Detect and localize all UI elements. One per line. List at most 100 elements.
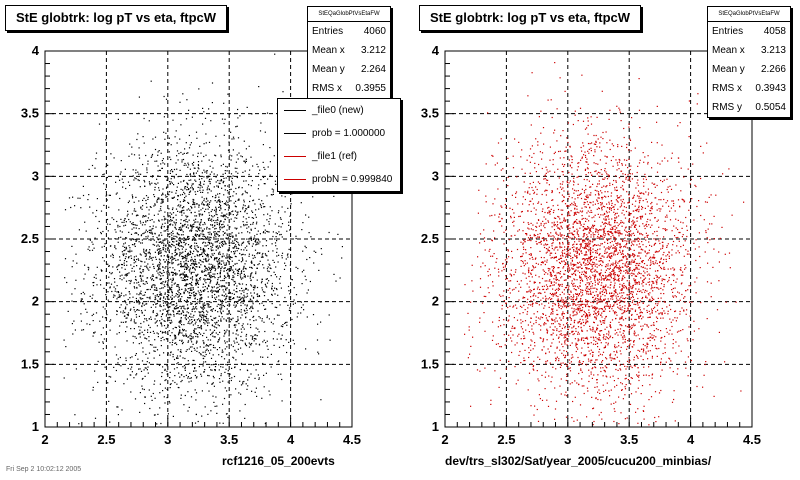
scatter-point <box>223 215 225 217</box>
scatter-point <box>107 230 109 232</box>
scatter-point <box>182 189 184 191</box>
scatter-point <box>629 273 631 275</box>
scatter-point <box>201 231 203 233</box>
scatter-point <box>169 402 171 404</box>
scatter-point <box>182 256 184 258</box>
scatter-point <box>629 169 631 171</box>
y-tick-label: 2.5 <box>21 231 39 246</box>
scatter-point <box>612 145 615 147</box>
scatter-point <box>149 253 151 255</box>
scatter-point <box>234 263 236 265</box>
scatter-point <box>622 240 624 242</box>
scatter-point <box>174 257 176 260</box>
scatter-point <box>114 245 116 247</box>
scatter-point <box>240 317 242 319</box>
scatter-point <box>616 189 618 192</box>
scatter-point <box>136 301 138 304</box>
scatter-point <box>212 226 214 228</box>
scatter-points <box>464 62 745 426</box>
scatter-point <box>218 222 221 224</box>
scatter-point <box>513 288 515 290</box>
legend-item-file0: _file0 (new) <box>278 99 400 122</box>
scatter-point <box>135 172 137 174</box>
scatter-point <box>229 226 231 228</box>
scatter-point <box>620 199 622 201</box>
y-tick-label: 4 <box>32 43 40 58</box>
scatter-point <box>264 422 266 425</box>
scatter-point <box>209 181 211 183</box>
scatter-point <box>137 358 139 360</box>
scatter-point <box>187 391 189 393</box>
scatter-point <box>261 278 263 280</box>
scatter-point <box>238 343 240 345</box>
scatter-point <box>251 254 254 256</box>
scatter-point <box>185 318 187 320</box>
scatter-point <box>661 336 663 339</box>
scatter-point <box>167 274 169 276</box>
scatter-point <box>587 293 590 295</box>
scatter-point <box>272 323 274 325</box>
scatter-point <box>301 229 303 231</box>
scatter-point <box>208 214 211 216</box>
scatter-point <box>199 314 201 316</box>
scatter-point <box>168 274 171 276</box>
scatter-point <box>288 221 290 223</box>
scatter-point <box>147 366 149 368</box>
scatter-point <box>208 268 211 270</box>
scatter-point <box>181 255 183 257</box>
scatter-point <box>160 202 162 204</box>
scatter-point <box>139 392 141 394</box>
scatter-point <box>108 375 110 378</box>
scatter-point <box>163 247 165 249</box>
scatter-point <box>196 226 198 228</box>
scatter-point <box>242 253 244 255</box>
scatter-point <box>197 164 199 166</box>
scatter-point <box>292 339 294 341</box>
scatter-point <box>673 398 675 401</box>
scatter-point <box>262 256 264 258</box>
scatter-point <box>214 369 216 371</box>
scatter-point <box>218 224 220 226</box>
scatter-point <box>315 251 317 253</box>
scatter-point <box>95 277 97 279</box>
scatter-point <box>200 315 202 317</box>
scatter-point <box>243 300 245 302</box>
scatter-point <box>183 241 185 243</box>
left-plot-title: StE globtrk: log pT vs eta, ftpcW <box>5 5 228 31</box>
scatter-point <box>218 252 220 254</box>
scatter-point <box>631 243 633 245</box>
scatter-point <box>152 392 154 395</box>
scatter-point <box>160 250 162 252</box>
scatter-point <box>197 282 199 284</box>
scatter-point <box>627 179 629 181</box>
scatter-point <box>202 255 204 257</box>
scatter-point <box>207 345 210 347</box>
scatter-point <box>170 322 172 324</box>
scatter-point <box>235 305 237 307</box>
scatter-point <box>217 185 219 187</box>
scatter-point <box>225 297 227 299</box>
scatter-point <box>175 327 177 329</box>
scatter-point <box>269 218 271 220</box>
scatter-point <box>588 148 590 150</box>
scatter-point <box>152 236 154 238</box>
scatter-point <box>270 194 272 196</box>
scatter-point <box>180 210 182 212</box>
scatter-point <box>226 295 228 297</box>
scatter-point <box>545 218 547 220</box>
scatter-point <box>589 243 591 245</box>
scatter-point <box>271 282 273 285</box>
scatter-point <box>634 268 636 270</box>
scatter-point <box>664 312 666 314</box>
scatter-point <box>176 150 179 152</box>
scatter-point <box>195 203 198 205</box>
scatter-point <box>232 269 234 271</box>
scatter-point <box>243 294 245 296</box>
scatter-point <box>197 167 199 169</box>
scatter-point <box>177 205 179 207</box>
scatter-point <box>329 339 331 341</box>
scatter-point <box>624 277 626 279</box>
scatter-point <box>534 162 536 164</box>
scatter-point <box>207 241 209 243</box>
scatter-point <box>181 343 184 345</box>
